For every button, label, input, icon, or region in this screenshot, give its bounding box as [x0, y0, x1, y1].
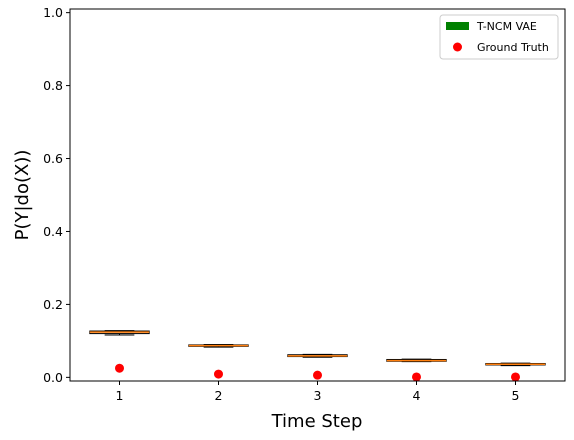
- x-tick-label: 3: [314, 388, 322, 403]
- legend-swatch-box: [446, 22, 469, 30]
- legend-label: Ground Truth: [477, 41, 549, 54]
- box-item: [89, 330, 150, 336]
- x-tick-label: 1: [116, 388, 124, 403]
- ground-truth-point: [313, 370, 322, 380]
- x-tick-label: 5: [512, 388, 520, 403]
- box-item: [386, 358, 447, 363]
- y-tick-label: 0.4: [43, 224, 63, 239]
- x-axis-title: Time Step: [271, 411, 363, 432]
- box-item: [188, 344, 249, 348]
- legend-marker-point: [453, 42, 462, 52]
- plot-content: [89, 330, 546, 382]
- y-tick-label: 1.0: [43, 5, 63, 20]
- box-item: [287, 353, 348, 358]
- legend: T-NCM VAE Ground Truth: [439, 14, 559, 60]
- ground-truth-point: [511, 372, 520, 382]
- ground-truth-point: [115, 363, 124, 373]
- y-tick-label: 0.0: [43, 370, 63, 385]
- x-tick-label: 2: [215, 388, 223, 403]
- y-tick-label: 0.2: [43, 297, 63, 312]
- y-tick-label: 0.6: [43, 151, 63, 166]
- ground-truth-point: [412, 372, 421, 382]
- y-tick-label: 0.8: [43, 78, 63, 93]
- y-axis: 0.0 0.2 0.4 0.6 0.8 1.0: [43, 5, 70, 385]
- x-axis: 1 2 3 4 5: [116, 381, 520, 403]
- legend-label: T-NCM VAE: [476, 20, 537, 33]
- y-axis-title: P(Y|do(X)): [12, 150, 33, 241]
- legend-frame: [439, 14, 559, 60]
- box-item: [485, 362, 546, 367]
- ground-truth-point: [214, 369, 223, 379]
- x-tick-label: 4: [413, 388, 421, 403]
